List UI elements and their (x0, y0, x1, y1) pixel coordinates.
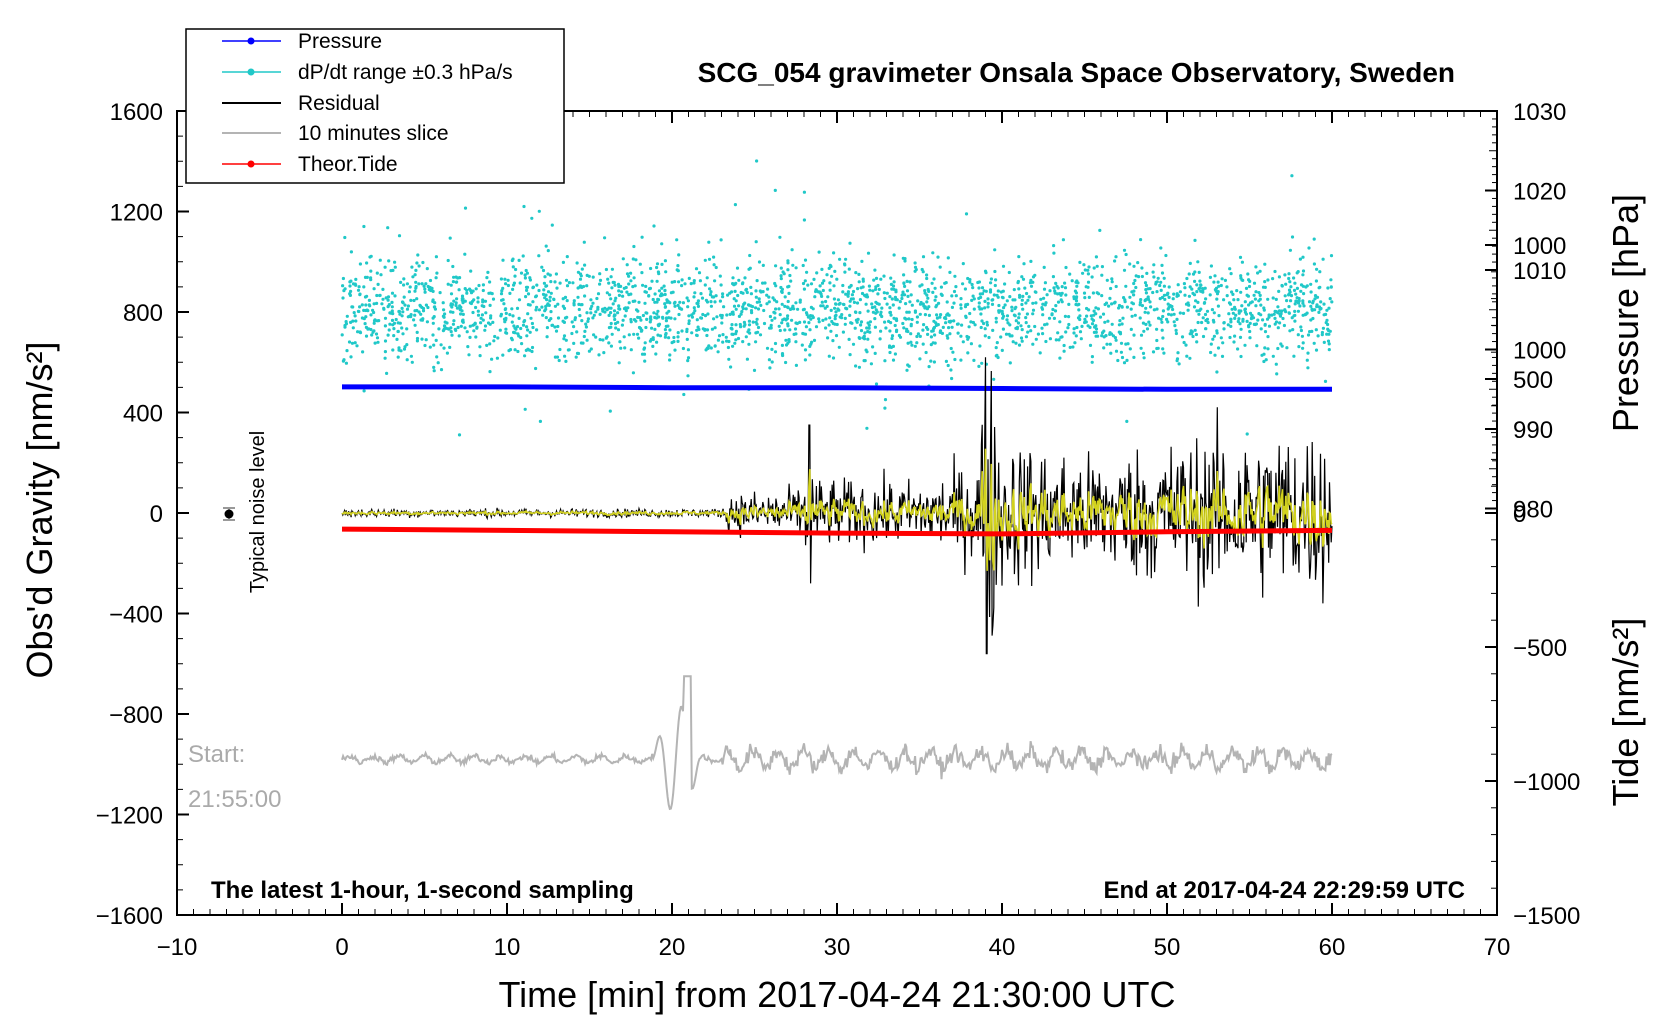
axes: −10 0 10 20 30 40 50 60 70160012008004000−400−80… (96, 99, 1581, 961)
residual-filtered-line (341, 448, 1333, 571)
legend-entry-pressure: Pressure (222, 30, 382, 53)
x-tick-label: 10 (494, 934, 521, 961)
pressure-tick-label: 1030 (1513, 99, 1566, 126)
pressure-tick-label: 1000 (1513, 338, 1566, 365)
x-tick-label: 20 (659, 934, 686, 961)
pressure-axis-title: Pressure [hPa] (1605, 194, 1646, 432)
slice-line (341, 675, 1333, 811)
tide-line (341, 526, 1333, 537)
dpdt-scatter-series (340, 159, 1334, 437)
y-tick-label: −1200 (96, 803, 163, 830)
x-axis-title: Time [min] from 2017-04-24 21:30:00 UTC (499, 974, 1176, 1015)
legend-label-dpdt: dP/dt range ±0.3 hPa/s (298, 61, 513, 84)
pressure-tick-label: 1020 (1513, 179, 1566, 206)
chart-title: SCG_054 gravimeter Onsala Space Observat… (698, 57, 1455, 88)
legend-label-slice: 10 minutes slice (298, 122, 449, 145)
tide-tick-label: 500 (1513, 367, 1553, 394)
x-tick-label: 30 (824, 934, 851, 961)
legend-entry-residual: Residual (222, 92, 380, 115)
legend-entry-tide: Theor.Tide (222, 153, 398, 176)
legend-label-pressure: Pressure (298, 30, 382, 53)
x-tick-label: 40 (989, 934, 1016, 961)
x-tick-label: 70 (1484, 934, 1511, 961)
legend-entry-slice: 10 minutes slice (222, 122, 449, 145)
y-tick-label: 0 (150, 501, 163, 528)
noise-label: Typical noise level (247, 431, 269, 593)
y-tick-label: −1600 (96, 903, 163, 930)
x-tick-label: 0 (335, 934, 348, 961)
tide-tick-label: 0 (1513, 501, 1526, 528)
residual-series (341, 357, 1333, 655)
legend-entry-dpdt: dP/dt range ±0.3 hPa/s (222, 61, 513, 84)
x-tick-label: 60 (1319, 934, 1346, 961)
dpdt-points (340, 159, 1334, 437)
typical-noise-marker (223, 507, 235, 521)
legend-label-residual: Residual (298, 92, 380, 115)
tide-tick-label: −1000 (1513, 769, 1580, 796)
y-tick-label: −800 (109, 702, 163, 729)
legend-box (185, 28, 565, 184)
ten-minute-slice-series (341, 675, 1333, 811)
theoretical-tide-series (341, 526, 1333, 537)
end-time-note: End at 2017-04-24 22:29:59 UTC (1104, 877, 1466, 904)
sampling-note: The latest 1-hour, 1-second sampling (211, 877, 634, 904)
tide-axis-title: Tide [nm/s²] (1605, 618, 1646, 807)
pressure-tick-label: 980 (1513, 497, 1553, 524)
tide-tick-label: −500 (1513, 635, 1567, 662)
x-tick-label: −10 (157, 934, 198, 961)
pressure-series (342, 384, 1332, 392)
legend-label-tide: Theor.Tide (298, 153, 398, 176)
y-tick-label: 1200 (110, 200, 163, 227)
tide-tick-label: 1000 (1513, 233, 1566, 260)
pressure-line (342, 384, 1332, 392)
y-axis-title-left: Obs'd Gravity [nm/s²] (19, 342, 60, 679)
pressure-tick-label: 1010 (1513, 258, 1566, 285)
start-label: Start: (188, 741, 245, 768)
noise-dot (224, 509, 234, 519)
y-tick-label: 800 (123, 300, 163, 327)
tide-tick-label: −1500 (1513, 903, 1580, 930)
pressure-tick-label: 990 (1513, 417, 1553, 444)
x-tick-label: 50 (1154, 934, 1181, 961)
legend: Pressure dP/dt range ±0.3 hPa/s Residual… (185, 28, 565, 184)
y-tick-label: 400 (123, 401, 163, 428)
y-tick-label: −400 (109, 602, 163, 629)
y-tick-label: 1600 (110, 99, 163, 126)
start-time: 21:55:00 (188, 786, 281, 813)
